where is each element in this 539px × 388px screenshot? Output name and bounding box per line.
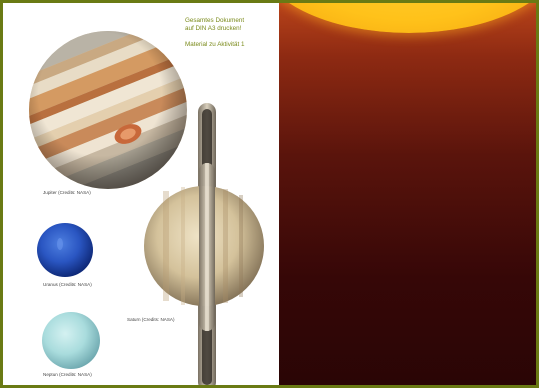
uranus-image bbox=[37, 223, 93, 277]
neptune-caption: Neptun (Credits: NASA) bbox=[43, 372, 92, 377]
jupiter-image bbox=[29, 31, 187, 189]
note-line-1: Gesamtes Dokument bbox=[185, 17, 245, 24]
jupiter-caption: Jupiter (Credits: NASA) bbox=[43, 190, 91, 195]
sun-background-panel bbox=[279, 3, 536, 385]
saturn-caption: Saturn (Credits: NASA) bbox=[127, 317, 175, 322]
planet-cutout-panel: Gesamtes Dokument auf DIN A3 drucken! Ma… bbox=[3, 3, 279, 385]
print-instruction-note: Gesamtes Dokument auf DIN A3 drucken! Ma… bbox=[185, 17, 245, 49]
note-line-2: auf DIN A3 drucken! bbox=[185, 25, 242, 32]
note-line-3: Material zu Aktivität 1 bbox=[185, 41, 245, 48]
sun-arc bbox=[279, 3, 536, 33]
uranus-caption: Uranus (Credits: NASA) bbox=[43, 282, 92, 287]
neptune-image bbox=[42, 312, 100, 369]
saturn-image bbox=[144, 103, 264, 385]
